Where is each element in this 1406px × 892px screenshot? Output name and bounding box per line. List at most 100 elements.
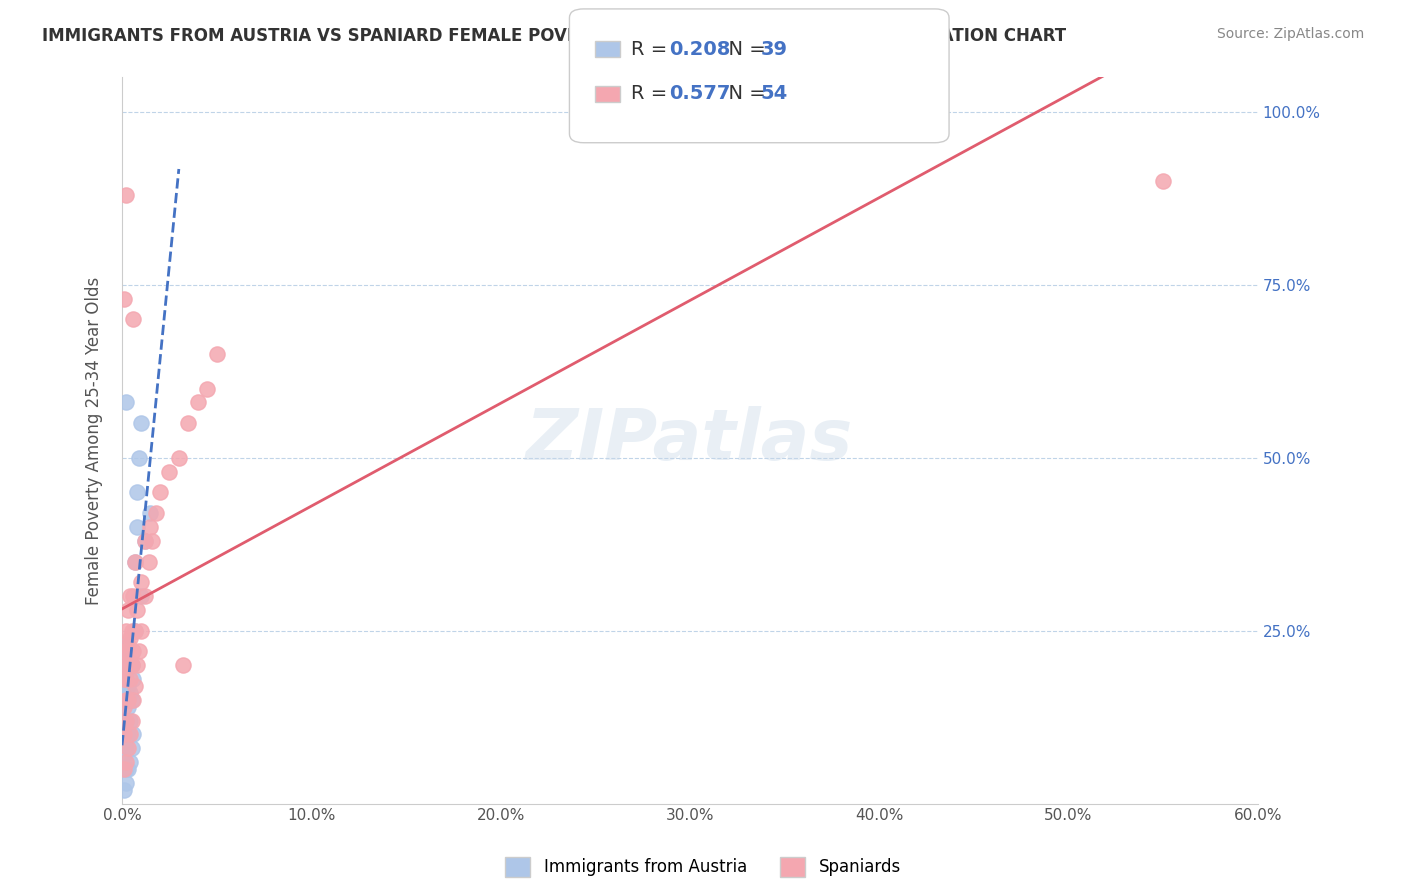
Point [114, 776, 136, 790]
Point [124, 679, 146, 693]
Point [122, 693, 145, 707]
Point [112, 672, 135, 686]
Text: 0.577: 0.577 [669, 84, 731, 103]
Point [139, 506, 162, 520]
Point [112, 762, 135, 776]
Text: R =: R = [631, 84, 673, 103]
Point [149, 485, 172, 500]
Y-axis label: Female Poverty Among 25-34 Year Olds: Female Poverty Among 25-34 Year Olds [86, 277, 103, 605]
Point [122, 589, 145, 603]
Point [117, 679, 139, 693]
Point [124, 555, 146, 569]
Point [118, 727, 141, 741]
Point [172, 658, 194, 673]
Point [205, 347, 228, 361]
Point [114, 679, 136, 693]
Point [114, 665, 136, 680]
Point [112, 762, 135, 776]
Point [129, 624, 152, 638]
Text: N =: N = [716, 84, 772, 103]
Text: 54: 54 [761, 84, 787, 103]
Point [118, 589, 141, 603]
Point [124, 624, 146, 638]
Point [114, 395, 136, 409]
Point [129, 589, 152, 603]
Point [112, 658, 135, 673]
Point [145, 506, 167, 520]
Text: R =: R = [631, 39, 673, 59]
Point [122, 672, 145, 686]
Point [129, 416, 152, 430]
Point [114, 644, 136, 658]
Point [117, 762, 139, 776]
Point [124, 555, 146, 569]
Point [134, 589, 156, 603]
Point [121, 658, 143, 673]
Point [117, 638, 139, 652]
Point [122, 312, 145, 326]
Point [141, 533, 163, 548]
Point [124, 624, 146, 638]
Point [112, 292, 135, 306]
Point [118, 714, 141, 728]
Point [118, 672, 141, 686]
Point [128, 450, 150, 465]
Point [114, 693, 136, 707]
Point [830, 105, 852, 120]
Point [112, 644, 135, 658]
Point [114, 638, 136, 652]
Point [128, 644, 150, 658]
Point [134, 533, 156, 548]
Point [127, 603, 149, 617]
Point [112, 727, 135, 741]
Point [112, 644, 135, 658]
Point [121, 741, 143, 756]
Point [187, 395, 209, 409]
Point [1152, 174, 1174, 188]
Point [127, 658, 149, 673]
Text: ZIPatlas: ZIPatlas [526, 406, 853, 475]
Text: N =: N = [716, 39, 772, 59]
Point [112, 727, 135, 741]
Point [139, 520, 162, 534]
Point [117, 741, 139, 756]
Point [114, 755, 136, 769]
Point [112, 782, 135, 797]
Point [114, 672, 136, 686]
Point [112, 699, 135, 714]
Point [112, 748, 135, 763]
Legend: Immigrants from Austria, Spaniards: Immigrants from Austria, Spaniards [499, 850, 907, 884]
Point [112, 693, 135, 707]
Point [114, 693, 136, 707]
Point [114, 741, 136, 756]
Point [118, 631, 141, 645]
Text: IMMIGRANTS FROM AUSTRIA VS SPANIARD FEMALE POVERTY AMONG 25-34 YEAR OLDS CORRELA: IMMIGRANTS FROM AUSTRIA VS SPANIARD FEMA… [42, 27, 1066, 45]
Point [112, 658, 135, 673]
Point [167, 450, 190, 465]
Point [117, 693, 139, 707]
Point [121, 693, 143, 707]
Point [118, 755, 141, 769]
Point [121, 714, 143, 728]
Point [134, 533, 156, 548]
Point [114, 624, 136, 638]
Point [118, 686, 141, 700]
Point [112, 672, 135, 686]
Text: Source: ZipAtlas.com: Source: ZipAtlas.com [1216, 27, 1364, 41]
Point [122, 644, 145, 658]
Point [114, 714, 136, 728]
Point [117, 658, 139, 673]
Text: 0.208: 0.208 [669, 39, 731, 59]
Point [114, 762, 136, 776]
Point [195, 382, 218, 396]
Point [157, 465, 180, 479]
Point [121, 658, 143, 673]
Point [114, 714, 136, 728]
Point [117, 727, 139, 741]
Point [127, 520, 149, 534]
Point [177, 416, 200, 430]
Point [127, 485, 149, 500]
Text: 39: 39 [761, 39, 787, 59]
Point [117, 699, 139, 714]
Point [122, 727, 145, 741]
